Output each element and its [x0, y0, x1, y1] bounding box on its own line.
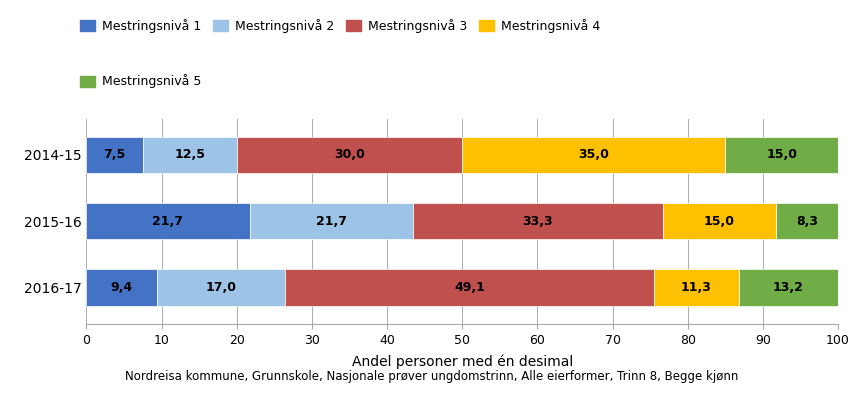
Bar [285, 269, 654, 306]
X-axis label: Andel personer med én desimal: Andel personer med én desimal [352, 355, 573, 369]
Bar [413, 203, 663, 239]
Text: 21,7: 21,7 [152, 215, 183, 228]
Text: 15,0: 15,0 [766, 149, 797, 162]
Text: 13,2: 13,2 [773, 281, 804, 294]
Text: 33,3: 33,3 [523, 215, 553, 228]
Bar [143, 137, 237, 173]
Bar [237, 137, 462, 173]
Bar [725, 137, 838, 173]
Text: 11,3: 11,3 [681, 281, 712, 294]
Text: 7,5: 7,5 [104, 149, 126, 162]
Text: 35,0: 35,0 [578, 149, 609, 162]
Text: Nordreisa kommune, Grunnskole, Nasjonale prøver ungdomstrinn, Alle eierformer, T: Nordreisa kommune, Grunnskole, Nasjonale… [125, 370, 739, 383]
Text: 17,0: 17,0 [206, 281, 237, 294]
Bar [776, 203, 838, 239]
Legend: Mestringsnivå 1, Mestringsnivå 2, Mestringsnivå 3, Mestringsnivå 4: Mestringsnivå 1, Mestringsnivå 2, Mestri… [75, 14, 605, 38]
Text: 9,4: 9,4 [111, 281, 133, 294]
Text: 12,5: 12,5 [175, 149, 206, 162]
Text: 21,7: 21,7 [315, 215, 346, 228]
Bar [654, 269, 739, 306]
Bar [86, 269, 157, 306]
Bar [739, 269, 838, 306]
Bar [157, 269, 285, 306]
Legend: Mestringsnivå 5: Mestringsnivå 5 [75, 70, 206, 94]
Bar [462, 137, 725, 173]
Text: 8,3: 8,3 [796, 215, 818, 228]
Bar [663, 203, 776, 239]
Text: 15,0: 15,0 [704, 215, 734, 228]
Text: 49,1: 49,1 [454, 281, 485, 294]
Bar [86, 137, 143, 173]
Text: 30,0: 30,0 [334, 149, 365, 162]
Bar [250, 203, 413, 239]
Bar [86, 203, 250, 239]
